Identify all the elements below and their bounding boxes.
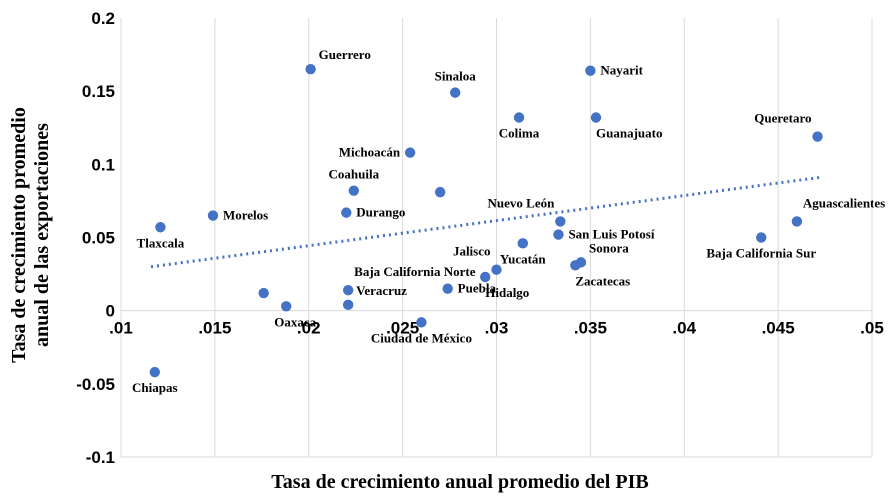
- x-tick-label: .04: [672, 319, 696, 338]
- data-points: [149, 64, 823, 378]
- point-label: Tlaxcala: [137, 235, 185, 250]
- point-label: Chiapas: [132, 380, 178, 395]
- data-point: [570, 260, 581, 271]
- y-axis-title-line2: anual de las exportaciones: [31, 123, 53, 347]
- point-label: Puebla: [458, 281, 497, 296]
- y-tick-label: 0.2: [91, 9, 115, 28]
- data-point: [555, 216, 566, 227]
- data-point: [449, 87, 461, 98]
- point-label: Morelos: [223, 208, 268, 223]
- point-label: Baja California Norte: [354, 264, 476, 279]
- y-tick-labels: 0.2 0.15 0.1 0.05 0 -0.05 -0.1: [76, 9, 115, 467]
- grid-lines: [120, 18, 873, 458]
- data-point: [342, 299, 354, 311]
- data-point: [517, 238, 528, 249]
- y-tick-label: 0.05: [82, 229, 115, 248]
- data-point: [590, 112, 602, 123]
- point-label: Aguascalientes: [803, 195, 885, 210]
- data-point: [553, 229, 564, 240]
- data-point: [513, 112, 525, 123]
- point-label: Michoacán: [339, 145, 401, 160]
- point-label: Nayarit: [600, 63, 643, 78]
- x-tick-label: .025: [386, 319, 419, 338]
- x-axis-title: Tasa de crecimiento anual promedio del P…: [271, 471, 648, 493]
- point-label: Hidalgo: [485, 285, 529, 300]
- y-tick-label: -0.1: [86, 448, 115, 467]
- data-point: [416, 317, 427, 328]
- point-label: Sinaloa: [435, 69, 477, 84]
- data-point: [342, 284, 354, 296]
- data-point: [305, 64, 316, 75]
- point-label: Baja California Sur: [706, 246, 816, 261]
- point-label: Colima: [499, 126, 540, 141]
- point-label: Zacatecas: [575, 273, 630, 288]
- data-point: [756, 232, 767, 243]
- point-label: Yucatán: [500, 251, 547, 266]
- data-point: [442, 283, 453, 294]
- x-tick-label: .035: [574, 319, 607, 338]
- data-point: [404, 147, 416, 158]
- point-label: Oaxaca: [274, 314, 316, 329]
- data-point: [281, 301, 292, 312]
- data-point: [812, 131, 823, 142]
- y-axis-title-line1: Tasa de crecimiento promedio: [8, 107, 30, 363]
- point-labels: Guerrero Sinaloa Nayarit Colima Guanajuato Qu…: [132, 47, 885, 395]
- data-point: [258, 287, 269, 299]
- point-label: San Luis Potosí: [568, 227, 654, 242]
- x-tick-label: .03: [485, 319, 509, 338]
- data-point: [480, 271, 491, 283]
- data-point: [585, 65, 596, 76]
- point-label: Guanajuato: [596, 126, 662, 141]
- x-tick-label: .02: [297, 319, 321, 338]
- point-label: Coahuila: [329, 167, 380, 182]
- data-point: [491, 264, 502, 275]
- trendline-group: [150, 176, 820, 269]
- x-tick-label: .01: [109, 319, 133, 338]
- x-tick-label: .045: [762, 319, 795, 338]
- data-point: [434, 186, 446, 198]
- point-label: Jalisco: [453, 244, 491, 259]
- point-label: Nuevo León: [488, 195, 556, 210]
- data-point: [791, 216, 803, 227]
- data-point: [149, 366, 160, 378]
- trendline: [150, 176, 820, 269]
- point-label: Veracruz: [356, 283, 407, 298]
- y-tick-label: -0.05: [76, 375, 115, 394]
- y-tick-label: 0.1: [91, 155, 115, 174]
- x-tick-labels: .01 .015 .02 .025 .03 .035 .04 .045 .05: [109, 319, 884, 338]
- point-label: Queretaro: [754, 111, 811, 126]
- x-tick-label: .015: [198, 319, 231, 338]
- data-point: [207, 210, 219, 221]
- x-tick-label: .05: [860, 319, 884, 338]
- y-tick-label: 0: [106, 302, 115, 321]
- point-label: Durango: [356, 205, 405, 220]
- point-label: Ciudad de México: [371, 330, 472, 345]
- data-point: [155, 222, 166, 233]
- data-point: [348, 185, 360, 196]
- y-tick-label: 0.15: [82, 82, 115, 101]
- data-point: [341, 207, 352, 218]
- point-label: Guerrero: [319, 47, 371, 62]
- point-label: Sonora: [589, 240, 629, 255]
